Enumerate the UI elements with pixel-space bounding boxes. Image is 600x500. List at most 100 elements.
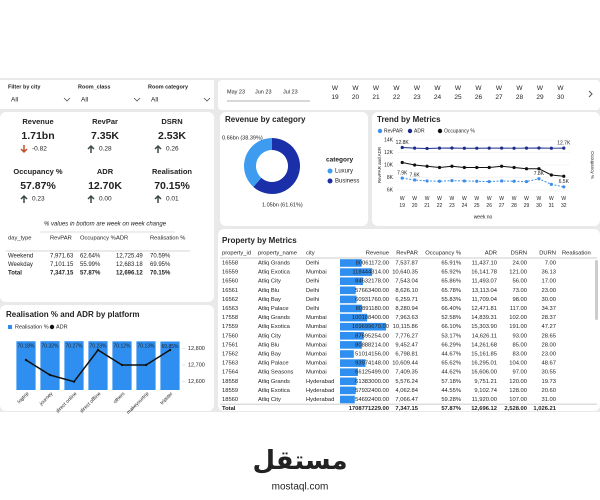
- table-cell: 8,626.10: [395, 288, 418, 294]
- legend-label: Luxury: [335, 169, 353, 175]
- data-point: [487, 179, 491, 184]
- table-cell: 53.17%: [441, 333, 461, 339]
- filter-card: [0, 80, 214, 109]
- table-cell: Total: [222, 406, 236, 412]
- table-cell: 70.15%: [150, 271, 171, 277]
- table-cell: 7,347.15: [395, 406, 418, 412]
- data-point: [462, 146, 466, 150]
- x-tick-label: W 28: [511, 196, 517, 209]
- kpi-arrow: [154, 194, 162, 203]
- y2-tick-label: 12,600: [188, 379, 205, 385]
- footer-logo: مستقل: [252, 445, 347, 475]
- table-cell: 1708771229.00: [349, 406, 389, 412]
- y-tick-label: 8K: [387, 175, 394, 181]
- legend-marker: [49, 324, 55, 330]
- data-point: [562, 146, 566, 150]
- table-cell: 10,609.44: [392, 361, 419, 367]
- kpi-card: [0, 112, 214, 302]
- table-cell: 44.55%: [441, 388, 461, 394]
- filter-value[interactable]: All: [11, 97, 19, 104]
- week-button[interactable]: W 19: [331, 85, 339, 101]
- kpi-label: Realisation: [152, 167, 192, 176]
- y-axis-title: RevPAR and ADR: [377, 146, 382, 183]
- table-cell: Mumbai: [306, 270, 327, 276]
- x-tick-label: W 32: [561, 196, 567, 209]
- filter-value[interactable]: All: [81, 97, 89, 104]
- table-cell: Atliq Exotica: [258, 388, 291, 394]
- table-cell: 12,696.12: [116, 271, 143, 277]
- table-cell: 10,640.35: [392, 270, 418, 276]
- data-point: [537, 146, 541, 150]
- data-point: [500, 164, 504, 168]
- week-button[interactable]: W 20: [352, 85, 360, 101]
- week-button[interactable]: W 23: [413, 85, 421, 101]
- data-point: [413, 146, 417, 150]
- week-button[interactable]: W 27: [495, 85, 503, 101]
- table-cell: 17559: [222, 324, 238, 330]
- bar: [16, 341, 36, 390]
- table-cell: 19.73: [541, 379, 556, 385]
- week-button[interactable]: W 29: [536, 85, 544, 101]
- revenue-bar: [340, 332, 364, 340]
- kpi-label: Revenue: [22, 117, 53, 126]
- table-cell: 20.60: [541, 388, 556, 394]
- table-header: Realisation: [562, 251, 591, 257]
- table-cell: 104.00: [509, 361, 527, 367]
- data-point: [413, 178, 417, 182]
- table-cell: 7,543.04: [395, 279, 418, 285]
- table-cell: Delhi: [306, 261, 319, 267]
- table-cell: 17562: [222, 352, 238, 358]
- data-point: [96, 348, 100, 352]
- table-cell: Weekday: [8, 262, 33, 268]
- revenue-bar: [340, 359, 366, 367]
- data-label: 70.27%: [66, 344, 84, 350]
- table-cell: 12,471.81: [471, 306, 497, 312]
- week-button[interactable]: W 24: [434, 85, 442, 101]
- table-cell: 57.87%: [80, 271, 101, 277]
- table-cell: 16561: [222, 288, 238, 294]
- x-tick-label: W 21: [424, 196, 430, 209]
- month-label: May 23: [227, 89, 245, 95]
- table-cell: Hyderabad: [306, 379, 334, 385]
- table-cell: 80061172.00: [356, 261, 389, 267]
- week-button[interactable]: W 26: [475, 85, 483, 101]
- data-point: [437, 165, 442, 170]
- data-label: 70.32%: [42, 343, 60, 349]
- filter-value[interactable]: All: [151, 97, 159, 104]
- table-cell: Delhi: [306, 279, 319, 285]
- data-point: [120, 363, 124, 367]
- data-point: [475, 165, 479, 170]
- table-cell: Atliq Grands: [258, 315, 290, 321]
- table-cell: 17560: [222, 333, 238, 339]
- week-button[interactable]: W 28: [516, 85, 524, 101]
- week-button[interactable]: W 22: [393, 85, 401, 101]
- week-button[interactable]: W 21: [372, 85, 380, 101]
- data-point: [450, 179, 454, 183]
- revenue-bar: [340, 286, 356, 295]
- trend-card: [372, 112, 600, 226]
- series-line: [402, 162, 564, 177]
- x-tick-label: W 27: [499, 196, 505, 209]
- data-point: [450, 164, 454, 168]
- legend-label: Realisation %: [15, 324, 49, 330]
- table-cell: 23.00: [541, 288, 556, 294]
- data-point: [144, 363, 148, 367]
- data-point: [400, 160, 404, 165]
- table-cell: 24.00: [512, 261, 527, 267]
- scrollbar: [595, 260, 598, 320]
- data-label: 12.8K: [396, 140, 410, 146]
- table-cell: 16562: [222, 297, 238, 303]
- table-header: property_id: [222, 251, 251, 257]
- data-point: [475, 179, 479, 183]
- x-tick-label: W 26: [486, 196, 492, 209]
- data-point: [487, 146, 491, 150]
- table-cell: Hyderabad: [306, 397, 334, 403]
- bar: [64, 341, 84, 390]
- table-cell: 93.00: [512, 333, 527, 339]
- table-cell: Atliq Grands: [258, 261, 290, 267]
- week-button[interactable]: W 30: [557, 85, 565, 101]
- scroll-arrow: [588, 90, 593, 98]
- week-button[interactable]: W 25: [454, 85, 462, 101]
- table-cell: 30.00: [541, 297, 556, 303]
- table-cell: 16558: [222, 261, 238, 267]
